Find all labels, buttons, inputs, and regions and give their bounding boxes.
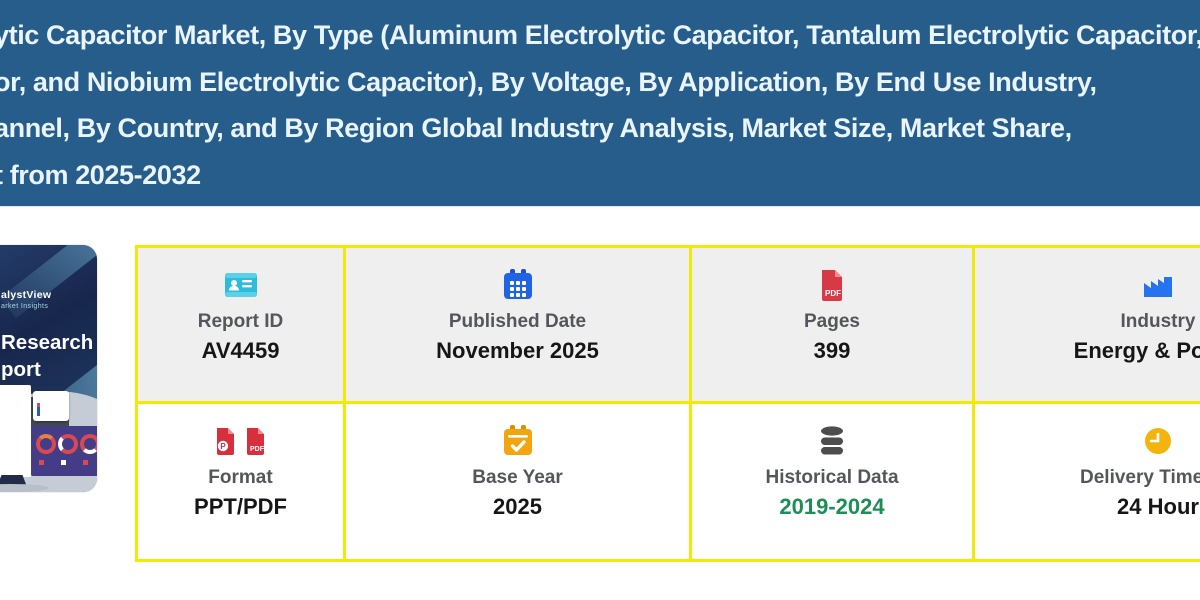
meta-value: AV4459 <box>201 338 280 363</box>
meta-label: Published Date <box>448 311 587 332</box>
meta-cell-delivery-timeline: Delivery Timeline 24 Hour <box>975 404 1200 559</box>
pdf-file-icon: PDF <box>818 266 846 304</box>
meta-value: 2025 <box>493 494 542 519</box>
report-title-line-2: or, and Niobium Electrolytic Capacitor),… <box>0 66 1097 97</box>
legend-square <box>61 460 66 465</box>
calendar-check-icon <box>502 422 534 460</box>
calendar-icon <box>502 266 534 304</box>
cover-heading-line-1: Research <box>1 331 94 354</box>
screen-chart-sheet <box>0 385 31 477</box>
pdf-file-icon: PDF <box>246 428 265 455</box>
meta-value: November 2025 <box>436 338 599 363</box>
meta-cell-format: P PDF Format PPT/PDF <box>138 404 343 559</box>
meta-label: Historical Data <box>765 467 899 488</box>
report-title-line-3: annel, By Country, and By Region Global … <box>0 113 1072 143</box>
meta-value: 2019-2024 <box>779 494 885 519</box>
svg-text:PDF: PDF <box>250 446 265 453</box>
meta-cell-industry: Industry Energy & Power <box>975 248 1200 401</box>
donut-ring-icon <box>58 434 78 454</box>
meta-label: Format <box>208 467 273 488</box>
meta-label: Report ID <box>197 311 284 332</box>
meta-cell-pages: PDF Pages 399 <box>692 248 972 401</box>
meta-value: 24 Hour <box>1117 494 1199 519</box>
report-title-banner: ytic Capacitor Market, By Type (Aluminum… <box>0 0 1200 207</box>
meta-cell-historical-data: Historical Data 2019-2024 <box>692 404 972 559</box>
report-meta-grid: Report ID AV4459 Published Date November… <box>135 245 1200 562</box>
mini-chart-card <box>33 391 69 421</box>
monitor-base <box>0 484 49 492</box>
report-title-line-1: ytic Capacitor Market, By Type (Aluminum… <box>0 20 1200 50</box>
factory-icon <box>1141 266 1175 304</box>
meta-label: Delivery Timeline <box>1080 467 1200 488</box>
ppt-file-icon: P <box>216 428 234 455</box>
meta-label: Industry <box>1120 311 1196 332</box>
meta-value: 399 <box>813 338 851 363</box>
cover-brand-tagline: arket Insights <box>1 303 49 310</box>
report-title-line-4: t from 2025-2032 <box>0 159 201 190</box>
meta-label: Base Year <box>472 467 563 488</box>
clock-icon <box>1143 422 1173 460</box>
meta-cell-published-date: Published Date November 2025 <box>346 248 689 401</box>
donut-chart-panel <box>31 426 97 476</box>
cover-heading-line-2: port <box>1 358 41 381</box>
id-card-icon <box>224 266 258 304</box>
database-icon <box>818 422 846 460</box>
meta-value: PPT/PDF <box>194 494 287 519</box>
donut-ring-icon <box>36 434 56 454</box>
report-cover-image: alystView arket Insights Research port <box>0 245 97 492</box>
legend-square <box>39 460 44 465</box>
meta-label: Pages <box>804 311 860 332</box>
legend-square <box>83 460 88 465</box>
donut-ring-icon <box>80 434 97 454</box>
meta-cell-report-id: Report ID AV4459 <box>138 248 343 401</box>
svg-text:P: P <box>220 442 226 451</box>
meta-value: Energy & Power <box>1073 338 1200 363</box>
cover-brand-name: alystView <box>1 289 52 301</box>
ppt-pdf-file-icons: P PDF <box>214 422 268 460</box>
svg-text:PDF: PDF <box>825 289 841 298</box>
meta-cell-base-year: Base Year 2025 <box>346 404 689 559</box>
